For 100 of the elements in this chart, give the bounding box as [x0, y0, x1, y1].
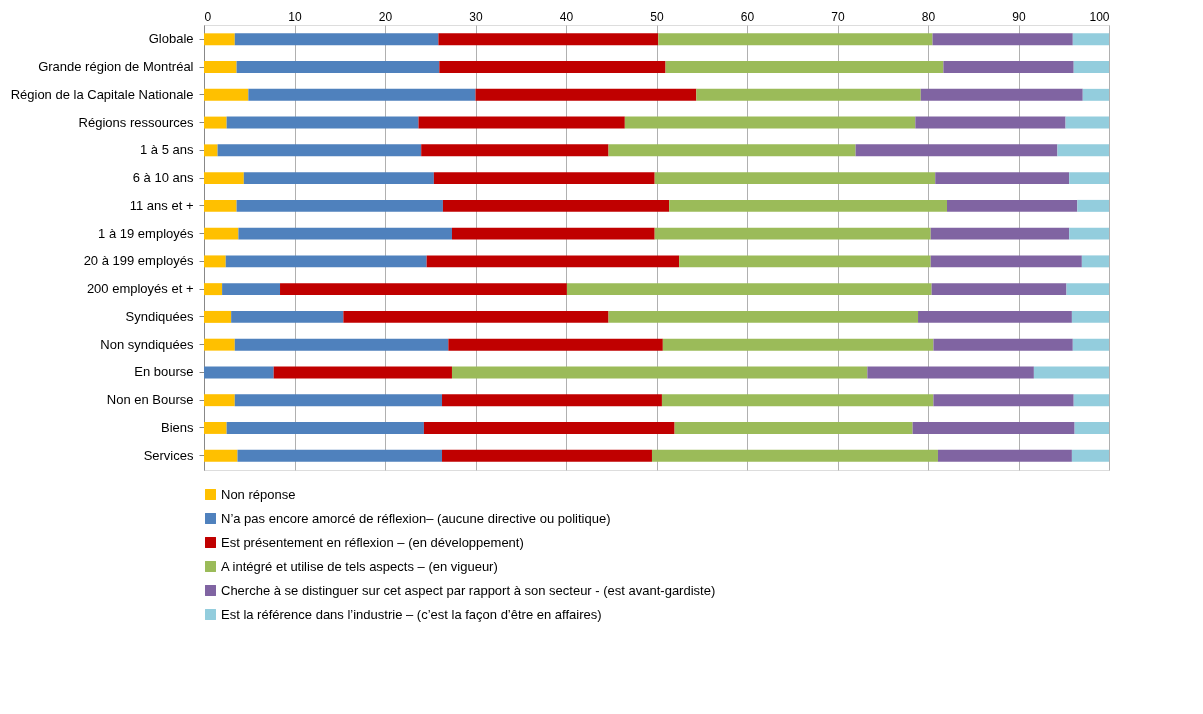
bar — [237, 449, 443, 462]
bar — [1077, 199, 1109, 212]
bar — [423, 421, 675, 434]
bar — [855, 144, 1058, 157]
bar — [654, 172, 936, 185]
bar — [947, 199, 1078, 212]
bar — [912, 421, 1075, 434]
bar — [280, 283, 567, 296]
bar — [915, 116, 1066, 129]
bar — [226, 421, 424, 434]
x-tick-label: 0 — [204, 9, 212, 24]
bar — [442, 394, 662, 407]
legend-label: A intégré et utilise de tels aspects – (en vigueur) — [221, 558, 498, 574]
x-tick-label: 60 — [740, 9, 755, 24]
bar — [234, 338, 449, 351]
bar — [438, 33, 659, 46]
x-tick-label: 40 — [559, 9, 574, 24]
bar — [658, 33, 933, 46]
y-tick-label: Non en Bourse — [106, 392, 194, 408]
bar — [225, 255, 427, 268]
bar — [674, 421, 913, 434]
bar — [1073, 61, 1109, 74]
bar — [662, 338, 934, 351]
bar — [442, 449, 652, 462]
bar — [442, 199, 670, 212]
bar — [1082, 88, 1109, 101]
bar — [661, 394, 934, 407]
bar — [231, 310, 344, 323]
legend-label: Est la référence dans l’industrie – (c’est la façon d’être en affaires) — [221, 606, 602, 622]
bar — [204, 116, 227, 129]
bar — [204, 144, 218, 157]
bar — [1069, 172, 1109, 185]
bar — [204, 421, 227, 434]
bar — [1057, 144, 1109, 157]
bar — [1066, 283, 1109, 296]
y-tick-label: 1 à 5 ans — [140, 142, 194, 158]
bar — [665, 61, 944, 74]
y-tick-label: En bourse — [134, 364, 194, 380]
bar — [679, 255, 931, 268]
bar — [1065, 116, 1109, 129]
bar — [226, 116, 419, 129]
bar — [920, 88, 1083, 101]
y-tick-label: Région de la Capitale Nationale — [10, 86, 194, 102]
bar — [654, 227, 931, 240]
bar — [932, 33, 1073, 46]
bar — [439, 61, 666, 74]
bar — [608, 310, 919, 323]
bar — [204, 33, 235, 46]
bar — [217, 144, 422, 157]
bar — [273, 366, 452, 379]
bar — [204, 227, 239, 240]
bar — [1071, 310, 1109, 323]
bar — [918, 310, 1072, 323]
bar — [937, 449, 1072, 462]
y-tick-label: 6 à 10 ans — [132, 170, 194, 186]
y-tick-label: 200 employés et + — [86, 281, 194, 297]
y-tick-label: 20 à 199 employés — [83, 253, 194, 269]
bar — [236, 199, 443, 212]
bar — [566, 283, 932, 296]
x-tick-label: 90 — [1012, 9, 1026, 24]
bar — [1069, 227, 1109, 240]
x-tick-label: 100 — [1089, 9, 1110, 24]
bar — [696, 88, 921, 101]
x-tick-label: 20 — [378, 9, 393, 24]
bar — [426, 255, 680, 268]
bar — [421, 144, 609, 157]
y-tick-label: Syndiquées — [125, 308, 194, 324]
bar — [204, 338, 235, 351]
bar — [204, 394, 235, 407]
bar — [204, 366, 274, 379]
bar — [451, 227, 655, 240]
x-tick-label: 80 — [921, 9, 936, 24]
legend-label: Est présentement en réflexion – (en développement) — [221, 534, 524, 550]
bar — [933, 338, 1073, 351]
bar — [931, 283, 1067, 296]
bar — [1072, 33, 1109, 46]
bar — [451, 366, 868, 379]
bar — [222, 283, 281, 296]
x-tick-label: 30 — [469, 9, 483, 24]
bar — [243, 172, 434, 185]
y-tick-label: Non syndiquées — [100, 336, 194, 352]
y-tick-label: Régions ressources — [78, 114, 194, 130]
bar — [669, 199, 948, 212]
bar — [608, 144, 856, 157]
bar — [943, 61, 1074, 74]
bar — [930, 255, 1082, 268]
bar — [651, 449, 938, 462]
bar — [448, 338, 663, 351]
bar — [204, 88, 249, 101]
bar — [933, 394, 1074, 407]
bar — [1081, 255, 1109, 268]
y-tick-label: Biens — [160, 419, 194, 435]
bar — [204, 61, 237, 74]
bar — [204, 310, 232, 323]
legend-label: Cherche à se distinguer sur cet aspect par rapport à son secteur - (est avant-gardiste) — [221, 582, 716, 598]
y-tick-label: Grande région de Montréal — [38, 59, 194, 75]
bar — [433, 172, 655, 185]
bar — [935, 172, 1070, 185]
bar — [1033, 366, 1109, 379]
y-tick-label: Globale — [148, 31, 194, 47]
